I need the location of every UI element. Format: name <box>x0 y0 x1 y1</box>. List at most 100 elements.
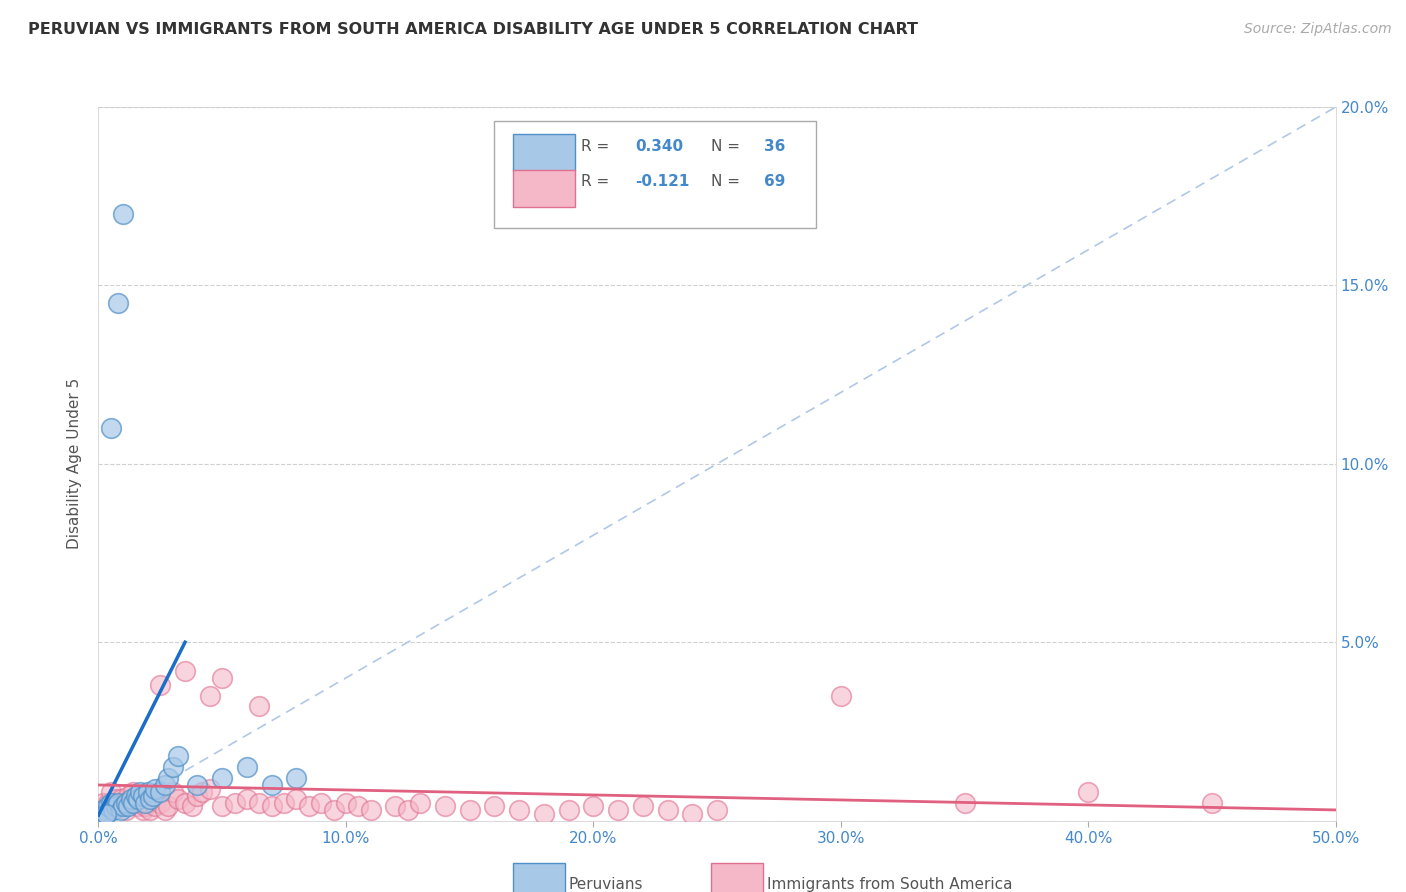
Point <box>93 803 115 817</box>
Point <box>103 796 125 810</box>
Point <box>107 796 129 810</box>
Point <box>211 771 233 785</box>
Point <box>309 796 332 810</box>
Point <box>93 796 115 810</box>
Point <box>94 803 117 817</box>
Point <box>142 792 165 806</box>
Point <box>127 792 149 806</box>
Text: PERUVIAN VS IMMIGRANTS FROM SOUTH AMERICA DISABILITY AGE UNDER 5 CORRELATION CHA: PERUVIAN VS IMMIGRANTS FROM SOUTH AMERIC… <box>28 22 918 37</box>
Point <box>236 760 259 774</box>
Point <box>132 789 155 803</box>
Point <box>533 806 555 821</box>
Point <box>112 207 135 221</box>
Point <box>94 806 117 821</box>
Point <box>198 689 221 703</box>
Text: -0.121: -0.121 <box>636 175 690 189</box>
Point <box>112 799 135 814</box>
Point <box>186 789 208 803</box>
Text: 0.340: 0.340 <box>636 139 683 153</box>
FancyBboxPatch shape <box>513 169 575 207</box>
Text: 36: 36 <box>763 139 786 153</box>
Point <box>114 803 136 817</box>
Point <box>508 803 530 817</box>
Point <box>681 806 703 821</box>
Point <box>110 792 132 806</box>
Point <box>134 796 156 810</box>
Point <box>322 803 344 817</box>
Point <box>409 796 432 810</box>
Point <box>384 799 406 814</box>
Point <box>104 792 127 806</box>
Point <box>211 671 233 685</box>
Point <box>236 792 259 806</box>
Point <box>186 778 208 792</box>
Point <box>110 803 132 817</box>
Point <box>174 664 197 678</box>
Point <box>607 803 630 817</box>
Point <box>142 789 165 803</box>
Point <box>124 792 146 806</box>
Point <box>162 760 184 774</box>
Point <box>247 699 270 714</box>
Text: N =: N = <box>711 139 745 153</box>
Point <box>458 803 481 817</box>
Point <box>155 803 177 817</box>
Point <box>117 789 139 803</box>
Point <box>156 799 179 814</box>
Point <box>149 678 172 692</box>
Point <box>124 789 146 803</box>
Point <box>582 799 605 814</box>
Point <box>120 792 142 806</box>
Point <box>166 792 188 806</box>
Point <box>143 781 166 796</box>
Point <box>557 803 579 817</box>
Point <box>139 803 162 817</box>
Point <box>97 799 120 814</box>
Point <box>631 799 654 814</box>
Point <box>657 803 679 817</box>
Point <box>97 796 120 810</box>
Point <box>273 796 295 810</box>
Point <box>166 749 188 764</box>
Text: R =: R = <box>581 139 614 153</box>
Point <box>100 796 122 810</box>
Point <box>149 785 172 799</box>
Point <box>396 803 419 817</box>
Text: 69: 69 <box>763 175 786 189</box>
Point <box>155 778 177 792</box>
Point <box>103 803 125 817</box>
Text: Source: ZipAtlas.com: Source: ZipAtlas.com <box>1244 22 1392 37</box>
Point <box>122 796 145 810</box>
Point <box>112 796 135 810</box>
Point <box>94 806 117 821</box>
Point <box>260 778 283 792</box>
Point <box>285 771 308 785</box>
Point <box>134 799 156 814</box>
Point <box>122 785 145 799</box>
Point <box>335 796 357 810</box>
Y-axis label: Disability Age Under 5: Disability Age Under 5 <box>67 378 83 549</box>
Point <box>224 796 246 810</box>
Point <box>136 796 159 810</box>
Point <box>136 785 159 799</box>
Point <box>433 799 456 814</box>
Point <box>174 796 197 810</box>
FancyBboxPatch shape <box>513 134 575 171</box>
Point <box>260 799 283 814</box>
Point <box>830 689 852 703</box>
Point <box>149 796 172 810</box>
Point <box>191 785 214 799</box>
Point <box>120 796 142 810</box>
Point <box>1201 796 1223 810</box>
Point <box>100 785 122 799</box>
Point <box>347 799 370 814</box>
FancyBboxPatch shape <box>711 863 763 892</box>
FancyBboxPatch shape <box>495 121 815 228</box>
Point <box>211 799 233 814</box>
Text: R =: R = <box>581 175 614 189</box>
Point <box>156 771 179 785</box>
Point <box>107 296 129 310</box>
Point <box>143 799 166 814</box>
FancyBboxPatch shape <box>513 863 565 892</box>
Point <box>1077 785 1099 799</box>
